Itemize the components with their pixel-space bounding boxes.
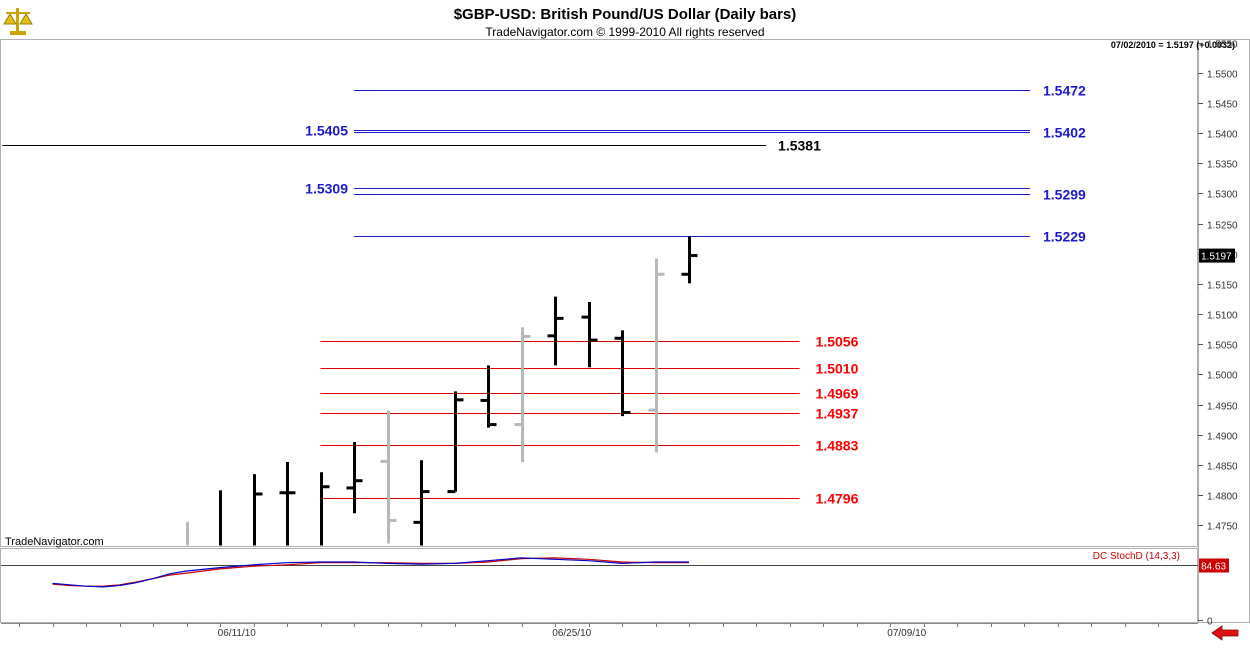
ohlc-bar xyxy=(447,391,464,494)
y-tick-label: 1.5350 xyxy=(1207,160,1238,171)
level-label: 1.5056 xyxy=(816,334,859,350)
level-label: 1.5010 xyxy=(816,361,859,377)
y-tick-label: 1.4950 xyxy=(1207,402,1238,413)
ohlc-bar xyxy=(547,296,564,366)
price-levels: 1.5472 1.5405 1.5402 1.5381 1.5309 1.5299 1.52… xyxy=(2,83,1086,507)
level-label: 1.4796 xyxy=(816,491,859,507)
y-tick-label: 1.4800 xyxy=(1207,492,1238,503)
last-price-label: 1.5197 xyxy=(1201,252,1232,263)
stochastic-value-label: 84.63 xyxy=(1201,562,1226,573)
y-tick-label: 1.5250 xyxy=(1207,221,1238,232)
y-tick-label: 1.5550 xyxy=(1207,40,1238,51)
y-tick-label: 1.5100 xyxy=(1207,311,1238,322)
last-price-marker xyxy=(1199,248,1235,263)
y-tick-label: 1.4900 xyxy=(1207,432,1238,443)
ohlc-bar xyxy=(581,302,598,368)
level-label: 1.4937 xyxy=(816,406,859,422)
y-tick-label: 1.5000 xyxy=(1207,371,1238,382)
ohlc-bar xyxy=(253,474,263,546)
price-axis xyxy=(1198,39,1250,623)
y-tick-label: 1.5300 xyxy=(1207,190,1238,201)
ohlc-bar xyxy=(279,462,296,546)
y-tick-label: 1.5400 xyxy=(1207,130,1238,141)
stochastic-lines: 084.63 xyxy=(1,557,1229,628)
level-label: 1.5405 xyxy=(305,123,348,139)
ohlc-bar xyxy=(648,258,665,453)
copyright-text: TradeNavigator.com © 1999-2010 All right… xyxy=(485,25,764,39)
ohlc-bar xyxy=(480,365,497,428)
ohlc-bar xyxy=(380,410,397,544)
watermark-text: TradeNavigator.com xyxy=(5,536,104,548)
level-label: 1.5309 xyxy=(305,181,348,197)
stochastic-label: DC StochD (14,3,3) xyxy=(1093,551,1180,562)
stochastic-d-line xyxy=(52,557,689,588)
level-label: 1.4969 xyxy=(816,386,859,402)
price-axis-ticks: 1.4750 1.4800 1.4850 1.4900 1.4950 1.5000 1.50… xyxy=(1198,40,1238,533)
date-axis: 06/11/10 06/25/10 07/09/10 xyxy=(1,623,1198,639)
ohlc-bar xyxy=(614,330,631,417)
y-tick-label: 1.5150 xyxy=(1207,281,1238,292)
left-arrow-icon[interactable] xyxy=(1211,625,1239,641)
ohlc-bar xyxy=(346,442,363,514)
logo xyxy=(3,8,33,35)
scales-icon xyxy=(3,8,33,35)
stochastic-k-line xyxy=(52,557,689,587)
price-panel xyxy=(0,39,1198,547)
level-label: 1.5402 xyxy=(1043,125,1086,141)
x-tick-label: 07/09/10 xyxy=(887,628,926,639)
ohlc-bar xyxy=(514,327,531,462)
ohlc-bar xyxy=(320,472,330,546)
stochastic-value-marker xyxy=(1199,558,1229,573)
level-label: 1.4883 xyxy=(816,438,859,454)
price-bars xyxy=(186,236,698,546)
y-tick-label: 1.5450 xyxy=(1207,100,1238,111)
stochastic-panel xyxy=(0,548,1198,623)
ohlc-bar xyxy=(413,460,430,546)
y-tick-label: 1.4850 xyxy=(1207,462,1238,473)
y-tick-label: 1.4750 xyxy=(1207,522,1238,533)
quote-readout: 07/02/2010 = 1.5197 (+0.0032) xyxy=(1111,40,1235,50)
ohlc-bar xyxy=(681,236,698,284)
level-label: 1.5299 xyxy=(1043,187,1086,203)
chart-title: $GBP-USD: British Pound/US Dollar (Daily… xyxy=(454,6,797,23)
y-tick-label: 1.5500 xyxy=(1207,70,1238,81)
level-label: 1.5381 xyxy=(778,138,821,154)
stoch-y-tick-label: 0 xyxy=(1207,617,1213,628)
x-tick-label: 06/25/10 xyxy=(552,628,591,639)
level-label: 1.5472 xyxy=(1043,83,1086,99)
y-tick-label: 1.5050 xyxy=(1207,341,1238,352)
x-tick-label: 06/11/10 xyxy=(218,628,257,639)
level-label: 1.5229 xyxy=(1043,229,1086,245)
